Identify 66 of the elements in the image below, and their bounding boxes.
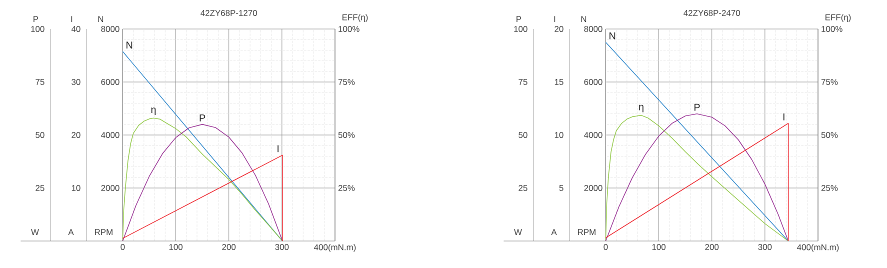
y-tick-label: 2000 — [584, 185, 602, 191]
series-label: I — [783, 113, 784, 120]
text: RPM — [578, 229, 596, 235]
x-tick-label: 400(mN.m) — [314, 244, 356, 252]
y-axis-title: N — [98, 16, 104, 22]
y-tick-label: 6000 — [101, 79, 120, 85]
y3-tick-label: 15 — [554, 79, 564, 85]
y3-tick-label: 10 — [554, 132, 564, 138]
text: 25 — [36, 185, 44, 191]
text: A — [68, 229, 74, 235]
y-tick-label: 8000 — [101, 26, 120, 32]
series-label: P — [694, 104, 700, 111]
series-label: η — [639, 104, 644, 112]
y2-tick-label: 75% — [338, 79, 355, 85]
y3-tick-label: 40 — [71, 26, 80, 32]
y2-tick-label: 25% — [338, 185, 355, 191]
x-tick-label: 100 — [169, 244, 183, 250]
x-tick-label: 0 — [604, 244, 608, 250]
y-tick-label: 8000 — [584, 26, 602, 32]
y2-axis-title: EFF(η) — [826, 14, 851, 22]
text: 50 — [36, 132, 44, 138]
y3-tick-label: 10 — [72, 185, 80, 191]
y2-tick-label: 75% — [821, 79, 838, 85]
x-tick-label: 0 — [120, 244, 125, 250]
text: 75 — [36, 79, 44, 85]
x-tick-label: 200 — [705, 244, 719, 250]
y2-tick-label: 100% — [338, 26, 360, 32]
y3-tick-label: 30 — [72, 79, 80, 85]
text: W — [514, 229, 522, 235]
series-label: N — [610, 32, 616, 40]
series-label: η — [151, 108, 156, 116]
text: 50 — [518, 132, 528, 138]
y2-tick-label: 25% — [821, 185, 838, 191]
y2-tick-label: 100% — [822, 26, 842, 32]
x-tick-label: 100 — [652, 244, 666, 250]
text: P — [516, 16, 522, 22]
y-tick-label: 2000 — [101, 185, 120, 191]
text: 25 — [518, 185, 528, 191]
series-label: I — [278, 145, 279, 152]
y2-tick-label: 50% — [821, 132, 838, 138]
y2-axis-title: EFF(η) — [342, 14, 368, 22]
y3-axis-title: I — [71, 16, 72, 22]
y-axis-title: N — [581, 16, 586, 22]
x-tick-label: 200 — [222, 244, 236, 250]
series-label: P — [200, 114, 206, 122]
y3-axis-title: I — [554, 16, 556, 22]
x-tick-label: 300 — [275, 244, 289, 250]
y-tick-label: 4000 — [584, 132, 602, 138]
text: A — [551, 229, 557, 235]
text: RPM — [94, 229, 112, 235]
y3-tick-label: 20 — [554, 26, 564, 32]
y-tick-label: 4000 — [101, 132, 120, 138]
text: P — [34, 16, 38, 22]
chart-title: 42ZY68P-1270 — [200, 10, 257, 16]
text: 75 — [518, 79, 528, 85]
x-tick-label: 300 — [758, 244, 772, 250]
y-tick-label: 6000 — [584, 79, 602, 85]
x-tick-label: 400(mN.m) — [797, 244, 839, 252]
text: 100 — [514, 26, 528, 32]
y2-tick-label: 50% — [338, 132, 355, 138]
y3-tick-label: 5 — [559, 185, 564, 191]
series-label: N — [126, 42, 132, 49]
text: W — [31, 229, 39, 235]
y3-tick-label: 20 — [72, 132, 80, 138]
text: 100 — [31, 26, 44, 32]
chart-title: 42ZY68P-2470 — [684, 10, 740, 16]
